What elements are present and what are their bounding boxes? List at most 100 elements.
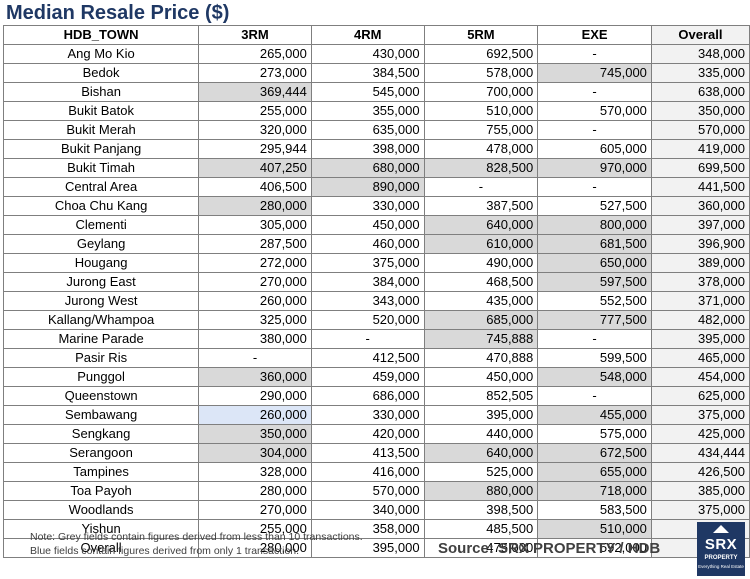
value-cell: 570,000 — [310, 481, 425, 501]
value-cell: 527,500 — [537, 196, 652, 216]
value-cell: 575,000 — [537, 424, 652, 444]
value-cell: 290,000 — [198, 386, 312, 406]
value-cell: 389,000 — [650, 253, 750, 273]
value-cell: 375,000 — [650, 405, 750, 425]
value-cell: 490,000 — [423, 253, 539, 273]
value-cell: 510,000 — [423, 101, 539, 121]
table-row: Bukit Batok 255,000 355,000 510,000 570,000 3… — [2, 101, 750, 121]
value-cell: - — [198, 348, 312, 368]
value-cell: 265,000 — [198, 44, 312, 64]
value-cell: 343,000 — [310, 291, 425, 311]
table-row: Jurong East 270,000 384,000 468,500 597,500 3… — [2, 272, 750, 292]
value-cell: 455,000 — [537, 405, 652, 425]
value-cell: 273,000 — [198, 63, 312, 83]
value-cell: 699,500 — [650, 158, 750, 178]
value-cell: 272,000 — [198, 253, 312, 273]
value-cell: 828,500 — [423, 158, 539, 178]
header-town: HDB_TOWN — [2, 25, 200, 45]
value-cell: - — [537, 386, 652, 406]
value-cell: 625,000 — [650, 386, 750, 406]
value-cell: 570,000 — [650, 120, 750, 140]
value-cell: 441,500 — [650, 177, 750, 197]
town-cell: Sengkang — [2, 424, 200, 444]
value-cell: 681,500 — [537, 234, 652, 254]
value-cell: 260,000 — [198, 405, 312, 425]
value-cell: 425,000 — [650, 424, 750, 444]
table-row: Sembawang 260,000 330,000 395,000 455,000 375… — [2, 405, 750, 425]
value-cell: - — [537, 82, 652, 102]
value-cell: 375,000 — [650, 500, 750, 520]
table-row: Bukit Panjang 295,944 398,000 478,000 605,00… — [2, 139, 750, 159]
table-row: Queenstown 290,000 686,000 852,505-625,000 — [2, 386, 750, 406]
town-cell: Marine Parade — [2, 329, 200, 349]
table-row: Bedok 273,000 384,500 578,000 745,000 335,000 — [2, 63, 750, 83]
town-cell: Bedok — [2, 63, 200, 83]
value-cell: 280,000 — [198, 538, 312, 558]
value-cell: 350,000 — [198, 424, 312, 444]
value-cell: 450,000 — [310, 215, 425, 235]
town-cell: Queenstown — [2, 386, 200, 406]
town-cell: Ang Mo Kio — [2, 44, 200, 64]
value-cell: 406,500 — [198, 177, 312, 197]
value-cell: 745,000 — [537, 63, 652, 83]
value-cell: - — [423, 177, 539, 197]
value-cell: 450,000 — [423, 367, 539, 387]
value-cell: 440,000 — [423, 424, 539, 444]
value-cell: 635,000 — [310, 120, 425, 140]
town-cell: Punggol — [2, 367, 200, 387]
value-cell: 371,000 — [650, 291, 750, 311]
value-cell: 475,000 — [423, 538, 539, 558]
value-cell: 852,505 — [423, 386, 539, 406]
value-cell: 680,000 — [310, 158, 425, 178]
value-cell: 583,500 — [537, 500, 652, 520]
table-row: Toa Payoh 280,000 570,000 880,000 718,000 385… — [2, 481, 750, 501]
header-exe: EXE — [537, 25, 652, 45]
value-cell: 610,000 — [423, 234, 539, 254]
value-cell: 395,000 — [650, 329, 750, 349]
value-cell: 745,888 — [423, 329, 539, 349]
value-cell: 672,500 — [537, 443, 652, 463]
table-row: Marine Parade 380,000-745,888-395,000 — [2, 329, 750, 349]
table-row: Hougang 272,000 375,000 490,000 650,000 389,0… — [2, 253, 750, 273]
town-cell: Bukit Batok — [2, 101, 200, 121]
value-cell: 685,000 — [423, 310, 539, 330]
value-cell: 395,000 — [423, 405, 539, 425]
value-cell: 330,000 — [310, 196, 425, 216]
value-cell: 384,500 — [310, 63, 425, 83]
table-row: Bishan 369,444 545,000 700,000-638,000 — [2, 82, 750, 102]
town-cell: Pasir Ris — [2, 348, 200, 368]
town-cell: Jurong West — [2, 291, 200, 311]
table-row: Woodlands 270,000 340,000 398,500 583,500 375… — [2, 500, 750, 520]
table-row: Tampines 328,000 416,000 525,000 655,000 426,… — [2, 462, 750, 482]
footnote: Note: Grey fields contain figures derive… — [30, 530, 363, 558]
town-cell: Kallang/Whampoa — [2, 310, 200, 330]
value-cell: 605,000 — [537, 139, 652, 159]
value-cell: 420,000 — [310, 424, 425, 444]
table-row: Pasir Ris -412,500 470,888 599,500 465,000 — [2, 348, 750, 368]
value-cell: 468,500 — [423, 272, 539, 292]
table-row: Clementi 305,000 450,000 640,000 800,000 397,… — [2, 215, 750, 235]
srx-logo: SRX PROPERTY Everything Real Estate — [697, 522, 745, 576]
value-cell: - — [310, 329, 425, 349]
header-4rm: 4RM — [310, 25, 425, 45]
table-row: Jurong West 260,000 343,000 435,000 552,500 3… — [2, 291, 750, 311]
town-cell: Central Area — [2, 177, 200, 197]
value-cell: 459,000 — [310, 367, 425, 387]
value-cell: 335,000 — [650, 63, 750, 83]
table-row: Kallang/Whampoa 325,000 520,000 685,000 777,… — [2, 310, 750, 330]
value-cell: 570,000 — [537, 101, 652, 121]
town-cell: Geylang — [2, 234, 200, 254]
value-cell: 360,000 — [650, 196, 750, 216]
town-cell: Toa Payoh — [2, 481, 200, 501]
value-cell: 398,000 — [310, 139, 425, 159]
value-cell: 320,000 — [198, 120, 312, 140]
value-cell: 485,500 — [423, 519, 539, 539]
value-cell: 330,000 — [310, 405, 425, 425]
table-row: Central Area 406,500 890,000- -441,500 — [2, 177, 750, 197]
value-cell: 552,500 — [537, 291, 652, 311]
value-cell: 880,000 — [423, 481, 539, 501]
value-cell: - — [537, 329, 652, 349]
table-row: Ang Mo Kio 265,000 430,000 692,500-348,000 — [2, 44, 750, 64]
town-cell: Woodlands — [2, 500, 200, 520]
value-cell: 890,000 — [310, 177, 425, 197]
